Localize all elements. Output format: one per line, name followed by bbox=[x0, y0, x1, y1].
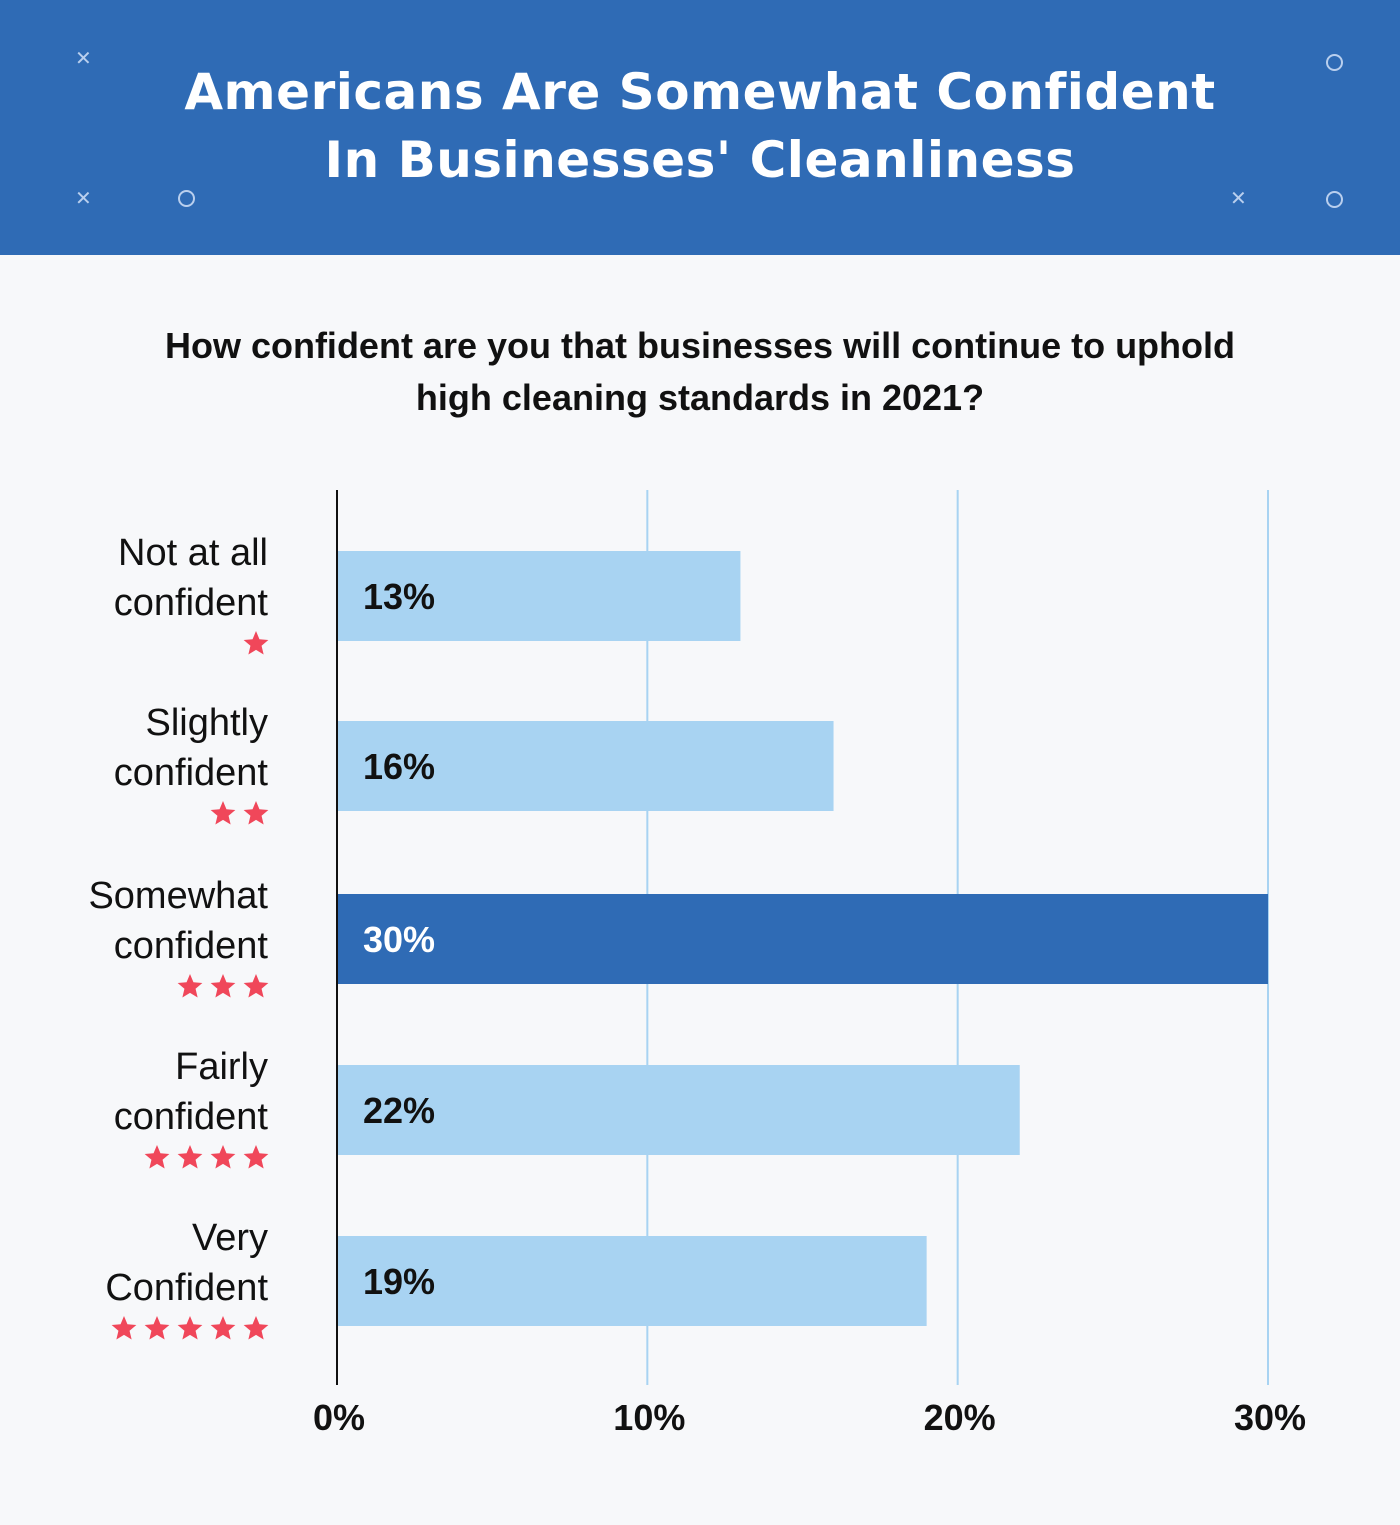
star-icon bbox=[177, 1316, 203, 1340]
category-label-0-line-2: confident bbox=[114, 582, 269, 624]
category-label-2-line-2: confident bbox=[114, 925, 269, 967]
category-label-2-line-1: Somewhat bbox=[88, 875, 268, 917]
category-label-4-line-2: Confident bbox=[105, 1267, 268, 1309]
star-icon bbox=[111, 1316, 137, 1340]
header-banner: Americans Are Somewhat Confident In Busi… bbox=[0, 0, 1400, 255]
star-icon bbox=[210, 1316, 236, 1340]
decorative-x-icon: ✕ bbox=[1230, 186, 1247, 210]
decorative-x-icon: ✕ bbox=[75, 186, 92, 210]
decorative-circle-icon bbox=[1326, 54, 1343, 71]
star-icon bbox=[210, 801, 236, 825]
category-label-3-line-2: confident bbox=[114, 1096, 269, 1138]
chart-subtitle: How confident are you that businesses wi… bbox=[100, 320, 1300, 424]
chart-title: Americans Are Somewhat Confident In Busi… bbox=[0, 58, 1400, 194]
star-icon bbox=[243, 1145, 269, 1169]
star-icon bbox=[144, 1145, 170, 1169]
chart-subtitle-line-1: How confident are you that businesses wi… bbox=[164, 325, 1236, 366]
chart-title-line-1: Americans Are Somewhat Confident bbox=[184, 63, 1216, 121]
bar-3 bbox=[337, 1065, 1020, 1155]
x-tick-label-1: 10% bbox=[613, 1397, 685, 1438]
star-icon bbox=[210, 974, 236, 998]
category-label-3-line-1: Fairly bbox=[175, 1046, 268, 1088]
category-label-1-line-1: Slightly bbox=[146, 702, 269, 744]
star-icon bbox=[243, 801, 269, 825]
star-icon bbox=[243, 974, 269, 998]
star-icon bbox=[177, 974, 203, 998]
bar-value-label-3: 22% bbox=[363, 1090, 435, 1131]
star-icon bbox=[243, 1316, 269, 1340]
bar-2 bbox=[337, 894, 1268, 984]
bar-4 bbox=[337, 1236, 927, 1326]
x-tick-label-3: 30% bbox=[1234, 1397, 1306, 1438]
bar-value-label-0: 13% bbox=[363, 576, 435, 617]
star-icon bbox=[210, 1145, 236, 1169]
bar-value-label-4: 19% bbox=[363, 1261, 435, 1302]
category-label-4-line-1: Very bbox=[192, 1217, 268, 1259]
category-label-1-line-2: confident bbox=[114, 752, 269, 794]
decorative-circle-icon bbox=[178, 190, 195, 207]
x-tick-label-2: 20% bbox=[924, 1397, 996, 1438]
star-icon bbox=[243, 631, 269, 655]
bar-value-label-1: 16% bbox=[363, 746, 435, 787]
star-icon bbox=[177, 1145, 203, 1169]
decorative-circle-icon bbox=[1326, 191, 1343, 208]
bar-1 bbox=[337, 721, 834, 811]
x-tick-label-0: 0% bbox=[313, 1397, 365, 1438]
star-icon bbox=[144, 1316, 170, 1340]
decorative-x-icon: ✕ bbox=[75, 46, 92, 70]
chart-title-line-2: In Businesses' Cleanliness bbox=[324, 131, 1076, 189]
category-label-0-line-1: Not at all bbox=[118, 532, 268, 574]
bar-0 bbox=[337, 551, 741, 641]
bar-value-label-2: 30% bbox=[363, 919, 435, 960]
chart-subtitle-line-2: high cleaning standards in 2021? bbox=[415, 377, 985, 418]
